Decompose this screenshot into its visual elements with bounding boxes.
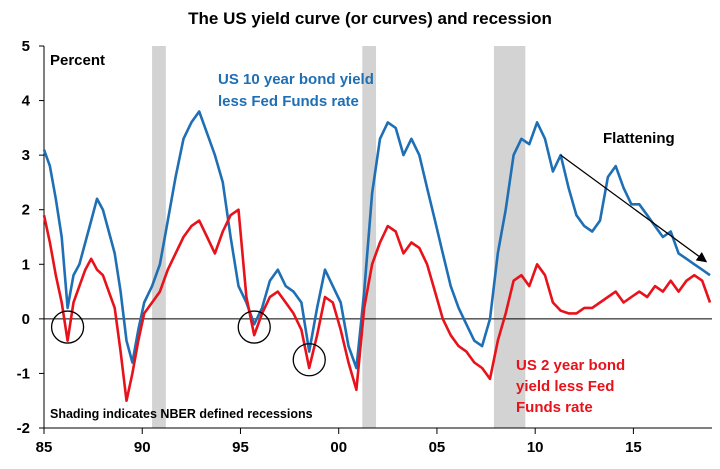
inversion-circle-1 <box>50 310 85 344</box>
chart-title: The US yield curve (or curves) and reces… <box>188 9 552 28</box>
y-tick-label: 4 <box>22 93 31 110</box>
annotation-layer: US 10 year bond yield less Fed Funds rate… <box>50 71 708 416</box>
axes-layer: -2 -1 0 1 2 3 4 5 85 90 95 00 05 10 15 <box>17 38 712 456</box>
y-tick-label: -1 <box>17 365 30 382</box>
x-tick-label: 15 <box>625 439 642 456</box>
x-tick-label: 00 <box>330 439 347 456</box>
recession-shading-layer <box>152 46 526 428</box>
blue-series-label-line: less Fed Funds rate <box>218 93 359 110</box>
y-tick-label: 5 <box>22 38 30 55</box>
inversion-circle-3 <box>292 343 326 377</box>
recession-band-3 <box>493 46 526 428</box>
y-tick-label: 1 <box>22 256 30 273</box>
y-tick-label: 2 <box>22 202 30 219</box>
recession-band-1 <box>152 46 166 428</box>
x-tick-label: 90 <box>134 439 151 456</box>
y-tick-label: 3 <box>22 147 30 164</box>
x-tick-label: 95 <box>232 439 249 456</box>
blue-series-label-line: US 10 year bond yield <box>218 71 374 88</box>
flattening-label: Flattening <box>603 130 675 147</box>
flattening-arrow <box>560 154 708 263</box>
x-tick-label: 85 <box>36 439 53 456</box>
x-tick-label: 05 <box>429 439 446 456</box>
series-line-2y <box>42 208 712 403</box>
y-tick-label: 0 <box>22 311 30 328</box>
y-axis-label: Percent <box>50 52 105 69</box>
red-series-label-line: US 2 year bond <box>516 357 625 374</box>
x-tick-label: 10 <box>527 439 544 456</box>
series-layer <box>42 110 712 403</box>
shading-note: Shading indicates NBER defined recession… <box>50 407 313 421</box>
inversion-circle-2 <box>237 310 271 344</box>
red-series-label-line: yield less Fed <box>516 378 614 395</box>
y-tick-label: -2 <box>17 420 30 437</box>
series-line-10y <box>42 110 711 370</box>
red-series-label-line: Funds rate <box>516 399 593 416</box>
